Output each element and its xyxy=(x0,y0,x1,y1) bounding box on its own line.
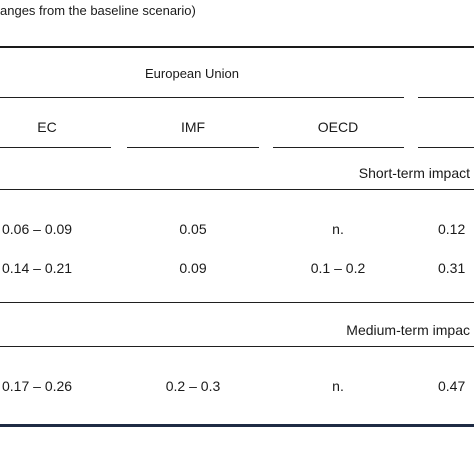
cell-r1-next: 0.12 xyxy=(438,221,466,237)
cell-r1-imf: 0.05 xyxy=(179,221,207,237)
group-header-european-union: European Union xyxy=(145,66,239,81)
section-label-medium-term: Medium-term impac xyxy=(346,322,470,338)
section-rule-short-term xyxy=(0,189,474,190)
column-header-ec: EC xyxy=(37,119,57,135)
section-rule-medium-term xyxy=(0,346,474,347)
cell-r3-ec: 0.17 – 0.26 xyxy=(2,378,73,394)
cell-r3-oecd: n. xyxy=(332,378,344,394)
table-caption: anges from the baseline scenario) xyxy=(0,3,196,18)
column-rule-oecd xyxy=(273,147,404,148)
group-header-rule-next xyxy=(418,97,474,98)
cell-r3-next: 0.47 xyxy=(438,378,466,394)
cell-r1-oecd: n. xyxy=(332,221,344,237)
cell-r2-next: 0.31 xyxy=(438,260,466,276)
cell-r2-oecd: 0.1 – 0.2 xyxy=(310,260,366,276)
column-rule-ec xyxy=(0,147,111,148)
section-label-short-term: Short-term impact xyxy=(358,165,470,181)
cell-r3-imf: 0.2 – 0.3 xyxy=(165,378,221,394)
section-rule-before-medium-term xyxy=(0,302,474,303)
cell-r2-imf: 0.09 xyxy=(179,260,207,276)
cell-r1-ec: 0.06 – 0.09 xyxy=(2,221,73,237)
column-header-imf: IMF xyxy=(180,119,206,135)
group-header-rule xyxy=(0,97,404,98)
column-rule-imf xyxy=(127,147,259,148)
table-bottom-rule xyxy=(0,424,474,427)
table-top-rule xyxy=(0,46,474,48)
column-rule-next xyxy=(418,147,474,148)
cell-r2-ec: 0.14 – 0.21 xyxy=(2,260,73,276)
column-header-oecd: OECD xyxy=(317,119,359,135)
